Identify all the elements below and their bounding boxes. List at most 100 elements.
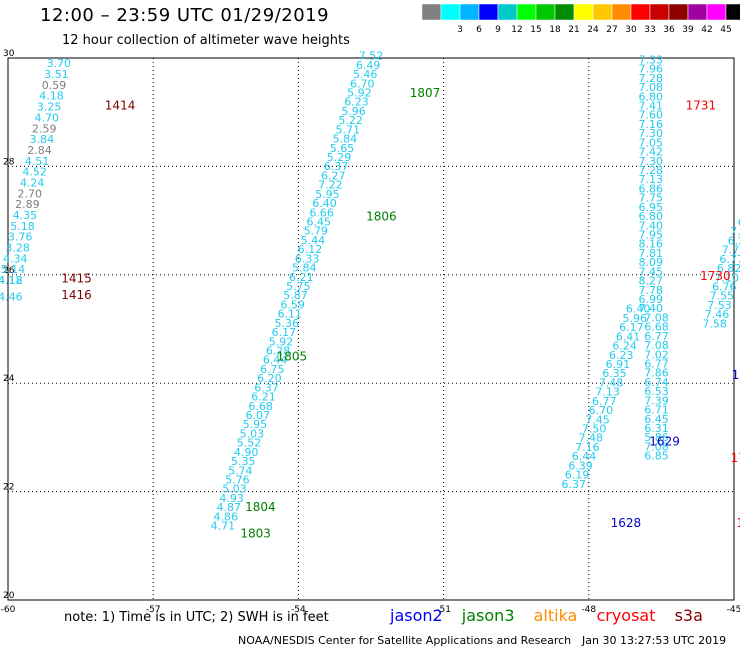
wave-height-label: 5.46 xyxy=(353,68,378,81)
wave-height-label: 5.18 xyxy=(10,220,35,233)
wave-height-label: 4.90 xyxy=(234,446,259,459)
pass-time-label: 1628 xyxy=(611,516,642,530)
wave-height-label: 6.37 xyxy=(324,160,349,173)
axis-ticks: -60 -57 -54 -51 -48 -45 20 22 24 26 28 30 xyxy=(1,49,740,615)
wave-height-label: 4.46 xyxy=(0,290,23,303)
lon-tick-label: -54 xyxy=(291,605,306,615)
lon-tick-label: -57 xyxy=(146,605,161,615)
pass-time-label: 1416 xyxy=(61,288,92,302)
wave-height-label: 6.70 xyxy=(589,404,614,417)
wave-height-label: 7.75 xyxy=(639,192,664,205)
wave-height-label: 7.81 xyxy=(639,247,664,260)
wave-height-label: 6.77 xyxy=(644,357,669,370)
pass-time-label: 1807 xyxy=(410,86,441,100)
wave-height-label: 7.78 xyxy=(639,284,664,297)
wave-height-label: 6.70 xyxy=(350,77,375,90)
wave-height-label: 8.27 xyxy=(639,275,664,288)
wave-height-label: 6.80 xyxy=(639,90,664,103)
wave-height-label: 7.30 xyxy=(639,127,664,140)
track-middle: 7.526.495.466.705.926.235.965.225.715.84… xyxy=(211,50,384,533)
page-subtitle: 12 hour collection of altimeter wave hei… xyxy=(62,33,350,48)
wave-height-label: 8.16 xyxy=(639,238,664,251)
color-scale-swatch xyxy=(687,3,708,21)
color-scale-tick: 15 xyxy=(530,25,541,35)
pass-time-label: 1803 xyxy=(240,527,271,541)
color-scale-swatch xyxy=(440,3,461,21)
wave-height-label: 6.45 xyxy=(644,413,669,426)
wave-height-label: 7.13 xyxy=(595,386,620,399)
wave-height-label: 7.13 xyxy=(639,173,664,186)
wave-height-label: 7.45 xyxy=(585,413,610,426)
wave-height-label: 4.87 xyxy=(216,501,241,514)
satellite-altika: altika xyxy=(533,606,578,625)
wave-height-label: 3.25 xyxy=(37,101,62,114)
wave-height-label: 6.77 xyxy=(644,330,669,343)
wave-height-label: 5.52 xyxy=(237,437,262,450)
page-title: 12:00 – 23:59 UTC 01/29/2019 xyxy=(40,5,330,26)
color-scale-swatch xyxy=(611,3,632,21)
wave-height-label: 7.42 xyxy=(639,146,664,159)
color-scale-swatch xyxy=(459,3,480,21)
wave-height-label: 6.37 xyxy=(562,478,587,491)
satellite-jason2: jason2 xyxy=(390,606,443,625)
wave-height-label: 6.07 xyxy=(245,409,270,422)
color-scale-tick: 45 xyxy=(720,25,731,35)
wave-height-label: 7.60 xyxy=(639,109,664,122)
color-scale-swatch xyxy=(592,3,613,21)
wave-height-label: 7.33 xyxy=(639,53,664,66)
wave-height-label: 3.76 xyxy=(8,231,33,244)
wave-height-label: 4.24 xyxy=(20,176,45,189)
wave-height-label: 7.46 xyxy=(705,308,730,321)
color-scale-tick: 27 xyxy=(606,25,617,35)
wave-height-label: 5.92 xyxy=(347,86,372,99)
wave-height-label: 2.70 xyxy=(18,187,43,200)
color-scale-swatch xyxy=(535,3,556,21)
wave-height-label: 7.86 xyxy=(644,367,669,380)
wave-height-label: 6.59 xyxy=(280,298,305,311)
wave-height-label: 6.44 xyxy=(572,450,597,463)
wave-height-label: 0.59 xyxy=(42,79,67,92)
wave-height-label: 6.21 xyxy=(251,391,276,404)
lon-tick-label: -51 xyxy=(436,605,451,615)
satellite-cryosat: cryosat xyxy=(596,606,656,625)
wave-height-label: 4.93 xyxy=(219,492,244,505)
wave-height-label: 4.18 xyxy=(39,90,64,103)
color-scale-swatch xyxy=(421,3,442,21)
wave-height-label: 6.71 xyxy=(644,404,669,417)
wave-height-label: 7.45 xyxy=(639,265,664,278)
generated-timestamp: Jan 30 13:27:53 UTC 2019 xyxy=(582,634,727,647)
wave-height-label: 5.03 xyxy=(240,427,265,440)
lat-tick-label: 24 xyxy=(3,374,15,384)
color-scale-tick: 21 xyxy=(568,25,579,35)
wave-height-label: 7.08 xyxy=(644,311,669,324)
wave-height-label: 5.65 xyxy=(330,142,355,155)
wave-height-label: 7.0 xyxy=(730,225,740,238)
wave-height-label: 6.44 xyxy=(263,354,288,367)
map-frame xyxy=(7,57,735,601)
wave-height-label: 7.22 xyxy=(318,179,343,192)
wave-height-label: 7.58 xyxy=(702,317,727,330)
color-scale-tick: 9 xyxy=(495,25,501,35)
color-scale-tick: 6 xyxy=(476,25,482,35)
wave-height-label: 4.52 xyxy=(22,166,47,179)
wave-height-label: 4.18 xyxy=(0,274,23,287)
wave-height-label: 6.40 xyxy=(312,197,337,210)
wave-height-label: 6.39 xyxy=(568,459,593,472)
track-left: 3.703.510.594.183.254.702.593.842.844.51… xyxy=(0,57,71,303)
color-scale-swatch xyxy=(630,3,651,21)
wave-height-label: 4.70 xyxy=(34,111,59,124)
wave-height-label: 6.17 xyxy=(272,326,297,339)
wave-height-label: 6.80 xyxy=(639,210,664,223)
color-scale-tick: 18 xyxy=(549,25,561,35)
wave-height-label: 7.30 xyxy=(639,155,664,168)
wave-height-label: 5.96 xyxy=(623,312,648,325)
wave-height-label: 6.11 xyxy=(277,308,302,321)
wave-height-label: 7.16 xyxy=(639,118,664,131)
wave-height-label: 7.50 xyxy=(582,423,607,436)
color-scale-swatch xyxy=(478,3,499,21)
wave-height-label: 4.35 xyxy=(13,209,38,222)
pass-time-label: 1806 xyxy=(366,210,397,224)
lat-tick-label: 26 xyxy=(3,266,15,276)
wave-height-label: 6.74 xyxy=(644,376,669,389)
